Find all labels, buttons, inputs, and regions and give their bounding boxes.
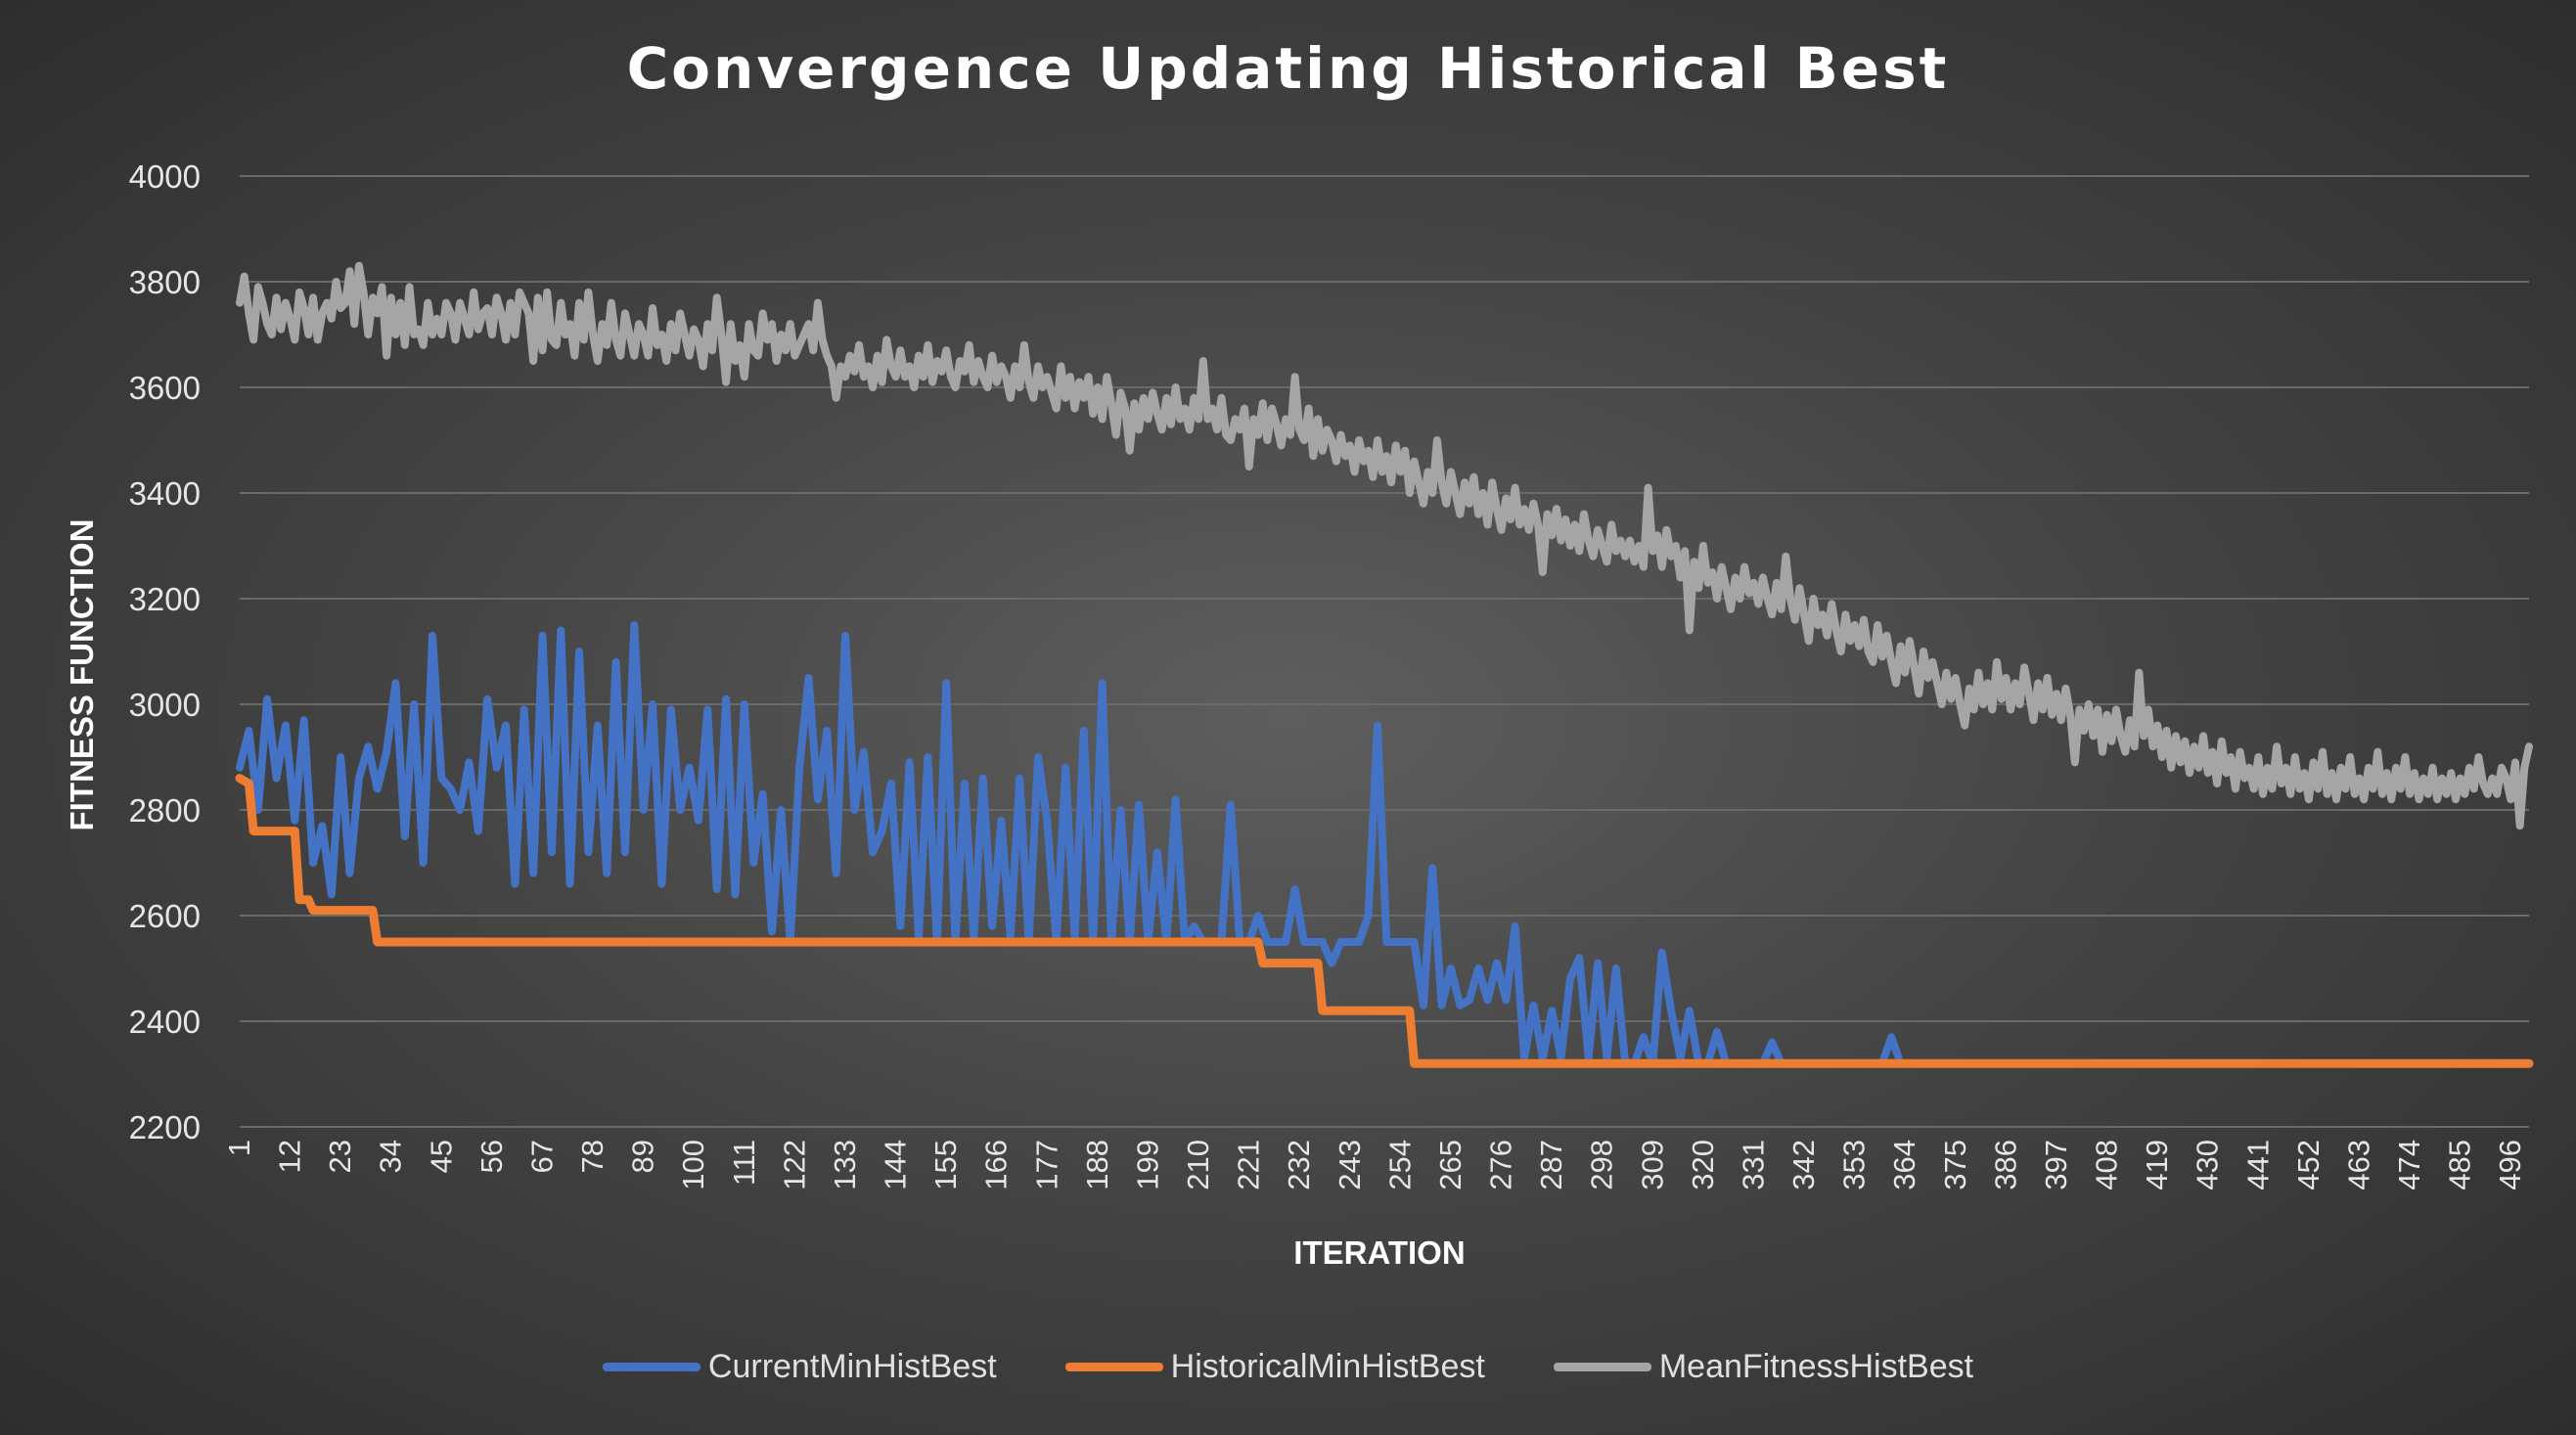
x-tick-label: 100	[676, 1140, 710, 1190]
x-axis-label: ITERATION	[1293, 1234, 1465, 1271]
y-tick-label: 3000	[129, 687, 201, 723]
x-tick-label: 232	[1282, 1140, 1316, 1190]
x-tick-label: 122	[777, 1140, 811, 1190]
y-tick-label: 3600	[129, 370, 201, 406]
x-tick-label: 56	[475, 1140, 509, 1173]
x-tick-label: 298	[1585, 1140, 1619, 1190]
x-tick-label: 45	[424, 1140, 458, 1173]
y-tick-label: 4000	[129, 158, 201, 195]
x-tick-label: 386	[1988, 1140, 2022, 1190]
x-tick-label: 254	[1382, 1140, 1417, 1190]
x-tick-label: 276	[1484, 1140, 1518, 1190]
x-tick-label: 78	[575, 1140, 610, 1173]
legend: CurrentMinHistBest HistoricalMinHistBest…	[0, 1348, 2576, 1386]
legend-label: MeanFitnessHistBest	[1658, 1348, 1974, 1385]
x-tick-label: 408	[2090, 1140, 2124, 1190]
y-tick-label: 3200	[129, 581, 201, 617]
x-tick-label: 199	[1130, 1140, 1164, 1190]
x-tick-label: 177	[1029, 1140, 1063, 1190]
x-tick-label: 463	[2341, 1140, 2375, 1190]
x-tick-label: 23	[323, 1140, 357, 1173]
x-tick-label: 89	[626, 1140, 660, 1173]
x-tick-label: 34	[374, 1140, 408, 1173]
y-tick-label: 3800	[129, 264, 201, 300]
series-line-CurrentMinHistBest	[236, 621, 2533, 1068]
x-tick-label: 188	[1080, 1140, 1114, 1190]
chart-title: Convergence Updating Historical Best	[626, 35, 1950, 102]
x-tick-label: 485	[2443, 1140, 2477, 1190]
x-tick-label: 67	[524, 1140, 559, 1173]
legend-item-mean-fitness: MeanFitnessHistBest	[1553, 1348, 1974, 1386]
x-tick-label: 221	[1232, 1140, 1266, 1190]
x-tick-label: 452	[2291, 1140, 2326, 1190]
y-tick-label: 2400	[129, 1004, 201, 1040]
x-tick-label: 441	[2240, 1140, 2275, 1190]
legend-swatch	[1064, 1363, 1163, 1371]
x-tick-label: 342	[1786, 1140, 1821, 1190]
legend-label: CurrentMinHistBest	[707, 1348, 997, 1385]
series-line-MeanFitnessHistBest	[236, 261, 2533, 830]
x-tick-label: 474	[2392, 1140, 2426, 1190]
series-line-HistoricalMinHistBest	[235, 774, 2534, 1068]
x-tick-label: 496	[2493, 1140, 2527, 1190]
x-tick-label: 166	[979, 1140, 1014, 1190]
y-tick-label: 2200	[129, 1109, 201, 1145]
x-tick-label: 331	[1736, 1140, 1770, 1190]
y-tick-label: 3400	[129, 475, 201, 512]
x-tick-label: 12	[273, 1140, 307, 1173]
x-tick-label: 430	[2191, 1140, 2225, 1190]
y-tick-label: 2800	[129, 792, 201, 829]
x-tick-labels: 1 12 23 34 45 56 67 78 89 100 111 122 133 144 155 166 17…	[222, 1140, 2527, 1190]
x-tick-label: 111	[727, 1140, 761, 1186]
y-axis-label: FITNESS FUNCTION	[64, 519, 100, 831]
x-tick-label: 375	[1938, 1140, 1972, 1190]
legend-swatch	[602, 1363, 700, 1371]
x-tick-label: 287	[1534, 1140, 1568, 1190]
x-tick-label: 243	[1333, 1140, 1367, 1190]
y-tick-label: 2600	[129, 898, 201, 934]
x-tick-label: 144	[879, 1140, 913, 1190]
x-tick-label: 419	[2140, 1140, 2174, 1190]
x-tick-label: 397	[2039, 1140, 2073, 1190]
x-tick-label: 320	[1686, 1140, 1720, 1190]
x-tick-label: 265	[1433, 1140, 1468, 1190]
x-tick-label: 364	[1887, 1140, 1921, 1190]
x-tick-label: 309	[1635, 1140, 1669, 1190]
legend-label: HistoricalMinHistBest	[1170, 1348, 1485, 1385]
y-tick-labels: 2200 2400 2600 2800 3000 3200 3400 3600 3800 4000	[129, 158, 201, 1145]
x-tick-label: 155	[928, 1140, 963, 1190]
x-tick-label: 210	[1181, 1140, 1215, 1190]
legend-item-current-min: CurrentMinHistBest	[602, 1348, 997, 1386]
series-lines	[235, 261, 2534, 1068]
x-tick-label: 1	[222, 1140, 256, 1156]
legend-item-historical-min: HistoricalMinHistBest	[1064, 1348, 1485, 1386]
x-tick-label: 133	[828, 1140, 862, 1190]
legend-swatch	[1553, 1363, 1651, 1371]
x-tick-label: 353	[1837, 1140, 1872, 1190]
